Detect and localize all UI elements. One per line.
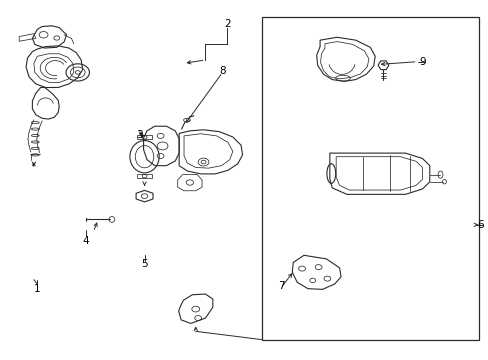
Text: 4: 4 bbox=[82, 236, 89, 246]
Text: 9: 9 bbox=[418, 57, 425, 67]
Text: 7: 7 bbox=[277, 281, 284, 291]
Text: 5: 5 bbox=[141, 259, 147, 269]
Text: 2: 2 bbox=[224, 19, 230, 29]
Text: 6: 6 bbox=[477, 220, 483, 230]
Text: 8: 8 bbox=[219, 66, 225, 76]
Text: 1: 1 bbox=[34, 284, 41, 294]
Bar bbox=[261, 17, 478, 339]
Text: 3: 3 bbox=[136, 130, 142, 140]
